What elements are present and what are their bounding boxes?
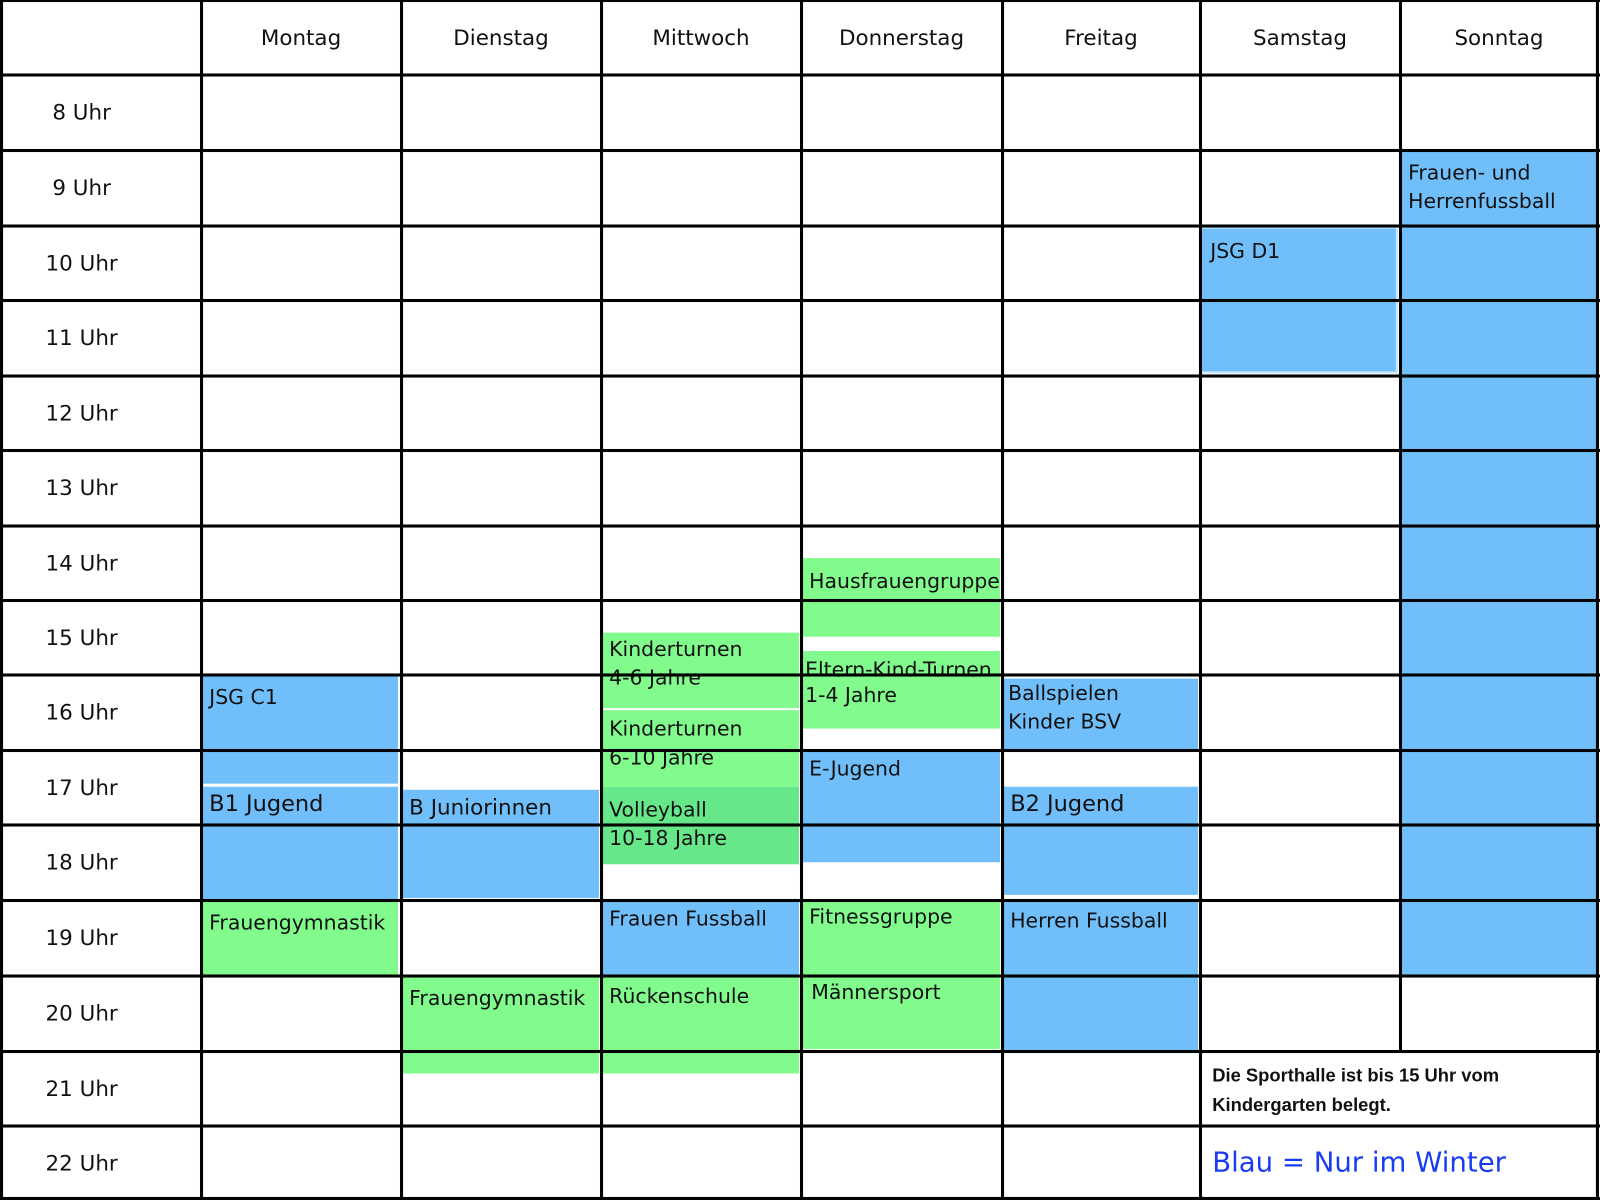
event-label: B1 Jugend — [209, 791, 324, 818]
event-hausfrauengruppe: Hausfrauengruppe — [801, 558, 1000, 637]
grid-line — [199, 0, 204, 1200]
hour-label: 18 Uhr — [45, 849, 118, 875]
event-label: Herren Fussball — [1010, 908, 1168, 933]
hour-label: 20 Uhr — [45, 1001, 118, 1026]
event-kinderturnen-4-6: Kinderturnen 4-6 Jahre — [601, 632, 799, 709]
grid-line — [799, 0, 804, 1200]
event-label: Frauen- und — [1408, 160, 1531, 185]
event-label: Fitnessgruppe — [809, 904, 953, 929]
day-header-freitag: Freitag — [1064, 24, 1138, 50]
event-frauen-herrenfussball: Frauen- und Herrenfussball — [1399, 149, 1598, 976]
event-label: Volleyball — [609, 796, 707, 822]
event-label: JSG D1 — [1210, 238, 1281, 264]
event-frauengymnastik-dienstag: Frauengymnastik — [401, 975, 599, 1074]
day-header-samstag: Samstag — [1253, 24, 1347, 50]
event-jsg-c1: JSG C1 — [201, 674, 398, 784]
grid-line — [399, 0, 404, 1200]
event-fitnessgruppe: Fitnessgruppe — [801, 899, 1000, 976]
grid-line — [1595, 0, 1599, 1200]
event-frauengymnastik-montag: Frauengymnastik — [201, 899, 398, 976]
hour-label: 16 Uhr — [45, 699, 118, 725]
day-header-dienstag: Dienstag — [453, 24, 549, 50]
day-header-mittwoch: Mittwoch — [652, 24, 750, 50]
event-label: E-Jugend — [809, 756, 901, 781]
event-label: 6-10 Jahre — [609, 744, 714, 770]
event-frauen-fussball: Frauen Fussball — [601, 899, 799, 976]
event-b1-jugend: B1 Jugend — [201, 786, 398, 900]
event-label: 4-6 Jahre — [609, 665, 701, 690]
hour-label: 17 Uhr — [45, 774, 118, 800]
event-label: Frauen Fussball — [609, 906, 767, 931]
hour-label: 21 Uhr — [45, 1076, 118, 1101]
hour-label: 9 Uhr — [52, 175, 111, 200]
event-label: 10-18 Jahre — [609, 825, 727, 850]
event-label: Kinder BSV — [1008, 709, 1122, 734]
hour-label: 11 Uhr — [45, 325, 118, 350]
grid-line — [0, 0, 4, 1200]
hour-label: 12 Uhr — [45, 400, 118, 425]
event-label: Kinderturnen — [609, 636, 743, 662]
event-b2-jugend: B2 Jugend — [1002, 786, 1198, 895]
hour-label: 8 Uhr — [52, 99, 111, 125]
event-label: Herrenfussball — [1408, 188, 1556, 214]
legend-text: Blau = Nur im Winter — [1212, 1146, 1506, 1179]
event-label: Hausfrauengruppe — [809, 568, 1000, 593]
day-header-montag: Montag — [260, 24, 342, 50]
grid-line — [1198, 0, 1203, 1200]
event-label: Kinderturnen — [609, 716, 743, 741]
event-label: B2 Jugend — [1010, 791, 1125, 818]
event-rueckenschule: Rückenschule — [601, 975, 799, 1074]
event-label: Frauengymnastik — [209, 910, 386, 935]
hour-label: 13 Uhr — [45, 475, 118, 500]
hour-label: 19 Uhr — [45, 925, 118, 950]
event-label: Frauengymnastik — [409, 985, 586, 1011]
event-ballspielen: Ballspielen Kinder BSV — [1002, 678, 1198, 750]
event-label: 1-4 Jahre — [805, 682, 897, 708]
event-label: Rückenschule — [609, 983, 750, 1009]
event-label: JSG C1 — [209, 684, 278, 710]
hour-label: 22 Uhr — [45, 1150, 118, 1175]
event-label: B Juniorinnen — [409, 794, 552, 820]
day-header-donnerstag: Donnerstag — [838, 24, 965, 50]
hour-label: 10 Uhr — [45, 250, 118, 275]
event-eltern-kind-turnen: Eltern-Kind-Turnen 1-4 Jahre — [801, 651, 1000, 729]
hour-label: 15 Uhr — [45, 624, 118, 650]
event-label: Männersport — [811, 979, 941, 1005]
day-header-sonntag: Sonntag — [1454, 24, 1544, 50]
event-label: Ballspielen — [1008, 680, 1119, 706]
event-e-jugend: E-Jugend — [801, 749, 1000, 863]
grid-line — [1001, 0, 1005, 1200]
event-label: Eltern-Kind-Turnen — [805, 657, 992, 682]
hour-label: 14 Uhr — [45, 550, 118, 575]
grid-line — [599, 0, 604, 1200]
kindergarten-note: Die Sporthalle ist bis 15 Uhr vom Kinder… — [1212, 1065, 1500, 1116]
grid-line — [1398, 0, 1403, 1052]
event-kinderturnen-6-10: Kinderturnen 6-10 Jahre — [601, 710, 799, 787]
event-maennersport: Männersport — [803, 977, 1000, 1049]
event-b-juniorinnen: B Juniorinnen — [401, 789, 599, 898]
